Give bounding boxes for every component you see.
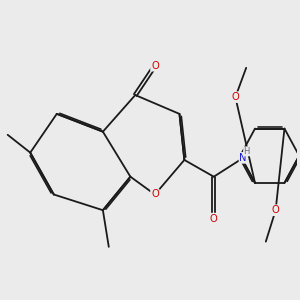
Text: H: H — [244, 147, 250, 156]
Text: O: O — [151, 61, 159, 71]
Text: N: N — [239, 153, 247, 163]
Text: O: O — [232, 92, 239, 102]
Text: O: O — [210, 214, 218, 224]
Text: O: O — [272, 205, 280, 215]
Text: O: O — [151, 190, 159, 200]
